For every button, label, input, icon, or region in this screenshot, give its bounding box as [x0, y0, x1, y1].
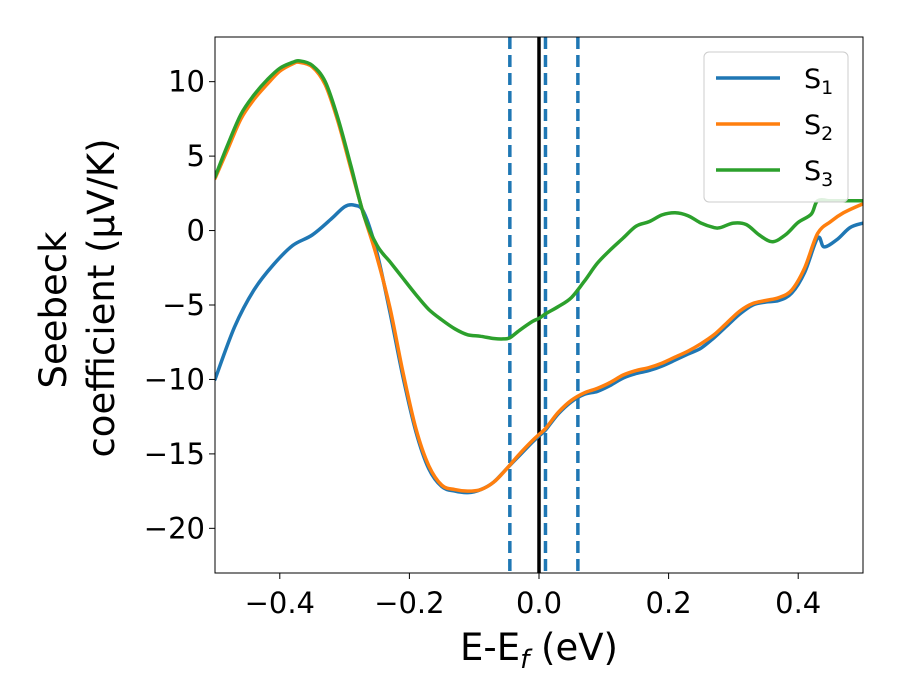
x-axis: −0.4 −0.2 0.0 0.2 0.4	[245, 573, 821, 620]
x-tick-label: 0.4	[775, 586, 821, 620]
y-tick-label: −5	[162, 288, 205, 322]
x-tick-label: −0.2	[374, 586, 444, 620]
series-line-s3	[215, 58, 863, 341]
x-axis-label: E-Ef (eV)	[460, 626, 618, 675]
legend-label-s3: S3	[804, 156, 833, 191]
x-tick-label: 0.0	[516, 586, 562, 620]
y-tick-label: 5	[187, 139, 205, 173]
reference-lines	[508, 37, 580, 573]
legend: S1 S2 S3	[703, 51, 849, 203]
y-axis-label-line1: Seebeck	[32, 231, 75, 389]
series-lines	[215, 58, 863, 495]
x-tick-label: −0.4	[245, 586, 315, 620]
y-tick-label: 0	[187, 214, 205, 248]
legend-frame	[703, 51, 849, 203]
y-tick-label: −15	[144, 437, 205, 471]
y-tick-label: −10	[144, 362, 205, 396]
legend-label-s1: S1	[804, 64, 833, 99]
y-axis-label-line2: coefficient (μV/K)	[80, 138, 123, 457]
y-tick-label: 10	[168, 65, 205, 99]
y-axis: 10 5 0 −5 −10 −15 −20	[144, 65, 215, 545]
legend-label-s2: S2	[804, 110, 833, 145]
x-tick-label: 0.2	[646, 586, 692, 620]
y-tick-label: −20	[144, 511, 205, 545]
